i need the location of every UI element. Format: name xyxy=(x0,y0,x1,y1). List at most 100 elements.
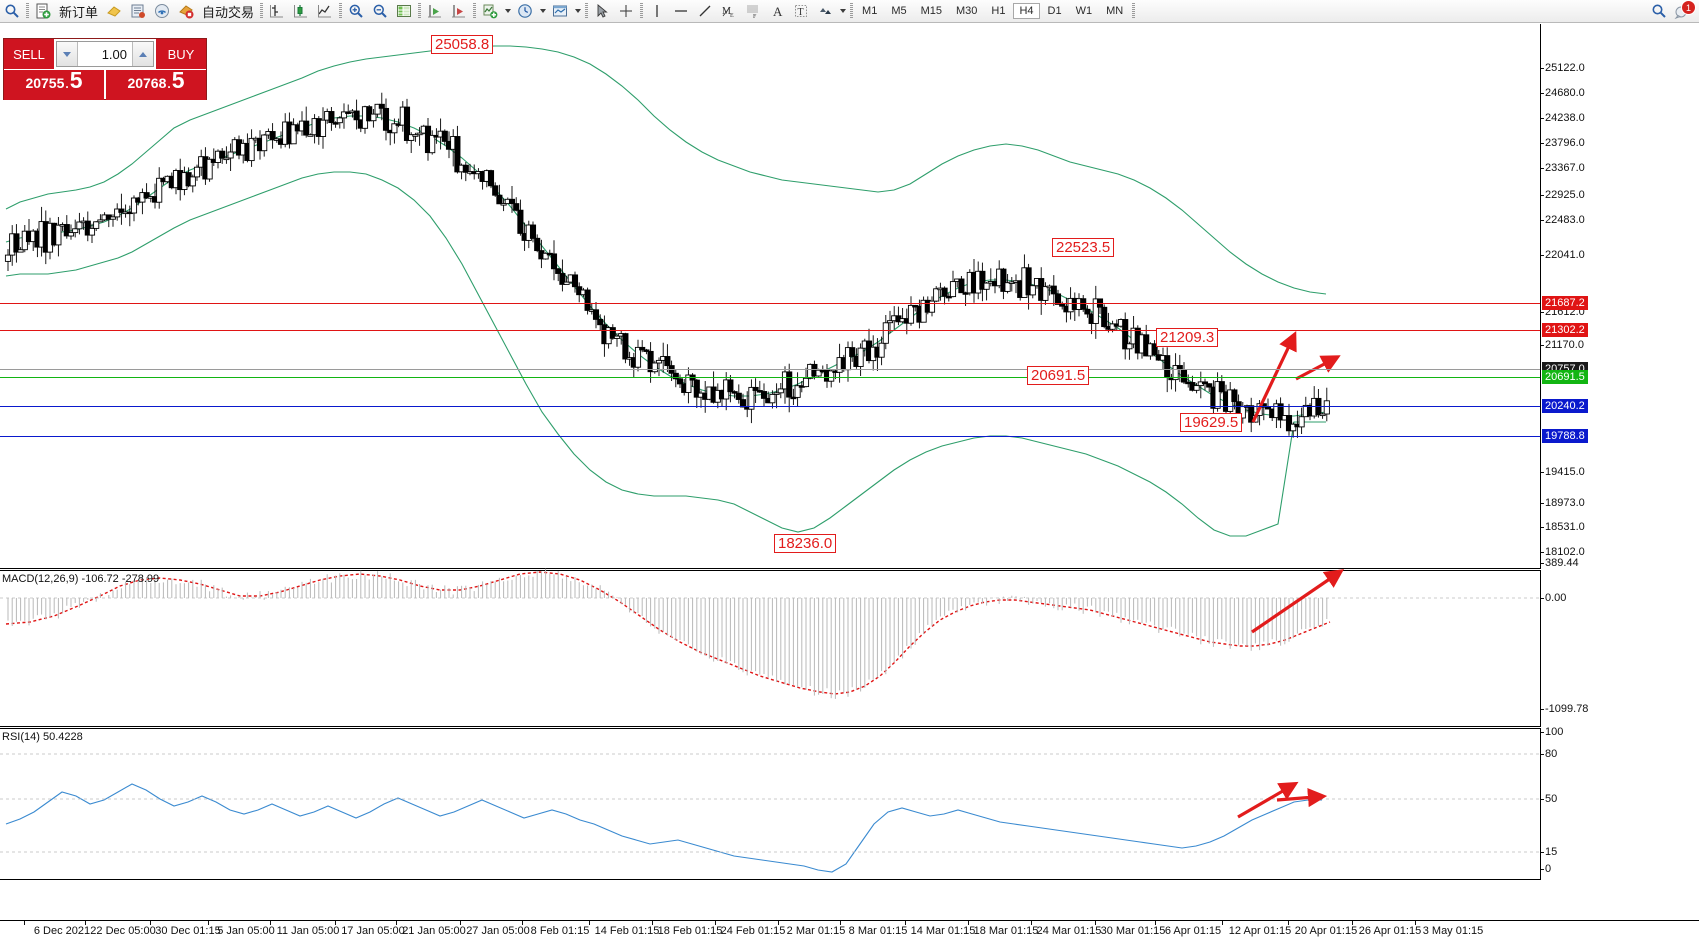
level-line[interactable] xyxy=(0,377,1540,378)
time-tick-label: 14 Mar 01:15 xyxy=(910,925,976,937)
axis-tick: 80 xyxy=(1540,748,1558,760)
time-tick-label: 20 Apr 01:15 xyxy=(1294,925,1358,937)
axis-tick: 25122.0 xyxy=(1541,62,1585,74)
new-order-icon[interactable] xyxy=(31,1,55,21)
autotrade-label[interactable]: 自动交易 xyxy=(202,4,255,20)
sell-price[interactable]: 20755 . 5 xyxy=(4,69,104,100)
volume-increment-button[interactable] xyxy=(132,42,153,66)
trendline-icon[interactable] xyxy=(693,1,717,21)
text-label-icon[interactable]: T xyxy=(789,1,813,21)
time-tick-mark xyxy=(1415,921,1416,925)
trade-panel-top-row: SELL 1.00 BUY xyxy=(4,39,206,69)
time-tick-mark xyxy=(460,921,461,925)
time-tick-label: 24 Mar 01:15 xyxy=(1036,925,1102,937)
magnifier-icon[interactable] xyxy=(0,1,24,21)
price-annotation[interactable]: 21209.3 xyxy=(1156,328,1219,348)
shift-start-icon[interactable] xyxy=(423,1,447,21)
timeframe-m30[interactable]: M30 xyxy=(956,5,978,17)
toolbar-separator-8 xyxy=(848,2,855,20)
templates-icon[interactable] xyxy=(548,1,572,21)
chart-container[interactable]: 25122.0 24680.0 24238.0 23796.0 23367.0 22925… xyxy=(0,24,1699,920)
macd-indicator-label: MACD(12,26,9) -106.72 -278.99 xyxy=(2,573,160,585)
terminal-icon[interactable] xyxy=(126,1,150,21)
rsi-axis[interactable] xyxy=(1540,728,1699,880)
price-pane[interactable] xyxy=(0,24,1540,569)
time-tick-mark xyxy=(1352,921,1353,925)
zoom-in-icon[interactable] xyxy=(344,1,368,21)
price-annotation[interactable]: 18236.0 xyxy=(774,534,837,554)
time-tick-label: 17 Jan 05:00 xyxy=(341,925,405,937)
price-level-label: 20691.5 xyxy=(1542,370,1588,384)
new-order-label[interactable]: 新订单 xyxy=(59,4,99,20)
axis-tick: 21170.0 xyxy=(1541,339,1584,351)
shapes-dropdown-icon[interactable] xyxy=(837,1,848,21)
vertical-line-icon[interactable] xyxy=(645,1,669,21)
notification-icon[interactable]: 1 xyxy=(1671,0,1696,21)
macd-pane[interactable] xyxy=(0,570,1540,727)
time-tick-mark xyxy=(522,921,523,925)
volume-decrement-button[interactable] xyxy=(57,42,78,66)
rsi-pane[interactable] xyxy=(0,728,1540,880)
price-annotation[interactable]: 20691.5 xyxy=(1027,366,1090,386)
buy-price[interactable]: 20768 . 5 xyxy=(106,69,206,100)
level-line[interactable] xyxy=(0,330,1540,331)
timeframe-mn[interactable]: MN xyxy=(1106,5,1124,17)
price-annotation[interactable]: 19629.5 xyxy=(1180,413,1243,433)
add-indicator-dropdown-icon[interactable] xyxy=(502,1,513,21)
time-tick-mark xyxy=(1031,921,1032,925)
history-icon[interactable] xyxy=(102,1,126,21)
search-icon[interactable] xyxy=(1647,1,1671,21)
axis-tick: 22041.0 xyxy=(1541,249,1585,261)
time-tick-label: 3 May 01:15 xyxy=(1422,925,1484,937)
shapes-icon[interactable] xyxy=(813,1,837,21)
signals-icon[interactable] xyxy=(150,1,174,21)
autotrade-icon[interactable] xyxy=(174,1,198,21)
data-window-icon[interactable] xyxy=(392,1,416,21)
axis-tick: 24238.0 xyxy=(1541,112,1585,124)
time-tick-label: 26 Apr 01:15 xyxy=(1358,925,1422,937)
time-tick-label: 14 Feb 01:15 xyxy=(594,925,660,937)
axis-tick: 0.00 xyxy=(1540,592,1567,604)
add-indicator-icon[interactable] xyxy=(478,1,502,21)
timeframe-m5[interactable]: M5 xyxy=(891,5,907,17)
axis-tick: 18531.0 xyxy=(1541,521,1585,533)
price-level-label: 20240.2 xyxy=(1542,399,1588,413)
volume-value[interactable]: 1.00 xyxy=(101,46,127,62)
time-axis[interactable]: 6 Dec 2021 22 Dec 05:00 30 Dec 01:15 5 Jan … xyxy=(0,920,1699,945)
buy-button[interactable]: BUY xyxy=(156,39,206,69)
timeframe-d1[interactable]: D1 xyxy=(1047,5,1062,17)
time-tick-mark xyxy=(270,921,271,925)
timeframe-h1[interactable]: H1 xyxy=(991,5,1006,17)
bar-chart-icon[interactable] xyxy=(265,1,289,21)
level-line[interactable] xyxy=(0,436,1540,437)
timeframe-m15[interactable]: M15 xyxy=(920,5,942,17)
templates-dropdown-icon[interactable] xyxy=(572,1,583,21)
line-chart-icon[interactable] xyxy=(313,1,337,21)
zoom-out-icon[interactable] xyxy=(368,1,392,21)
text-icon[interactable]: A xyxy=(765,1,789,21)
period-dropdown-icon[interactable] xyxy=(537,1,548,21)
candlestick-chart-icon[interactable] xyxy=(289,1,313,21)
crosshair-icon[interactable] xyxy=(614,1,638,21)
macd-axis[interactable] xyxy=(1540,570,1699,727)
level-line[interactable] xyxy=(0,406,1540,407)
price-annotation[interactable]: 25058.8 xyxy=(431,35,494,55)
timeframe-h4[interactable]: H4 xyxy=(1013,3,1040,19)
volume-input[interactable]: 1.00 xyxy=(56,41,154,67)
equidistant-channel-icon[interactable]: ME xyxy=(717,1,741,21)
sell-button[interactable]: SELL xyxy=(4,39,54,69)
level-line[interactable] xyxy=(0,369,1540,370)
time-tick-label: 21 Jan 05:00 xyxy=(402,925,466,937)
fibonacci-icon[interactable]: F xyxy=(741,1,765,21)
level-line[interactable] xyxy=(0,303,1540,304)
price-axis[interactable] xyxy=(1540,24,1699,569)
shift-end-icon[interactable] xyxy=(447,1,471,21)
horizontal-line-icon[interactable] xyxy=(669,1,693,21)
timeframe-w1[interactable]: W1 xyxy=(1075,5,1093,17)
price-annotation[interactable]: 22523.5 xyxy=(1052,238,1115,258)
one-click-trading-panel[interactable]: SELL 1.00 BUY 20755 . 5 20768 . 5 xyxy=(3,38,207,100)
time-tick-label: 22 Dec 05:00 xyxy=(90,925,156,937)
period-clock-icon[interactable] xyxy=(513,1,537,21)
cursor-icon[interactable] xyxy=(590,1,614,21)
timeframe-m1[interactable]: M1 xyxy=(862,5,878,17)
